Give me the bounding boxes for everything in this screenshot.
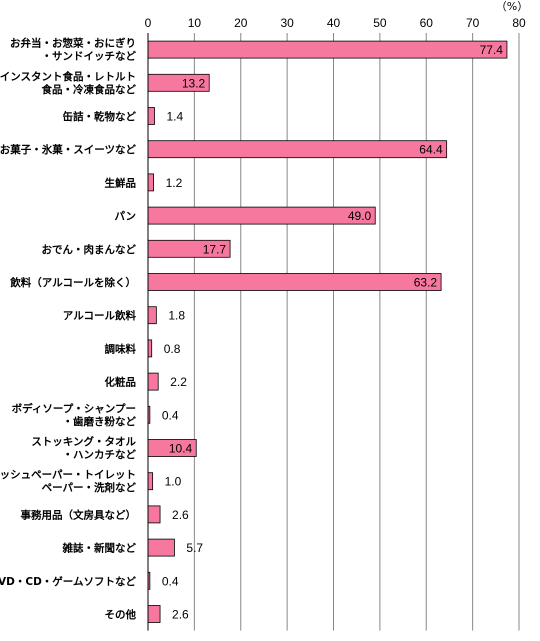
category-label: 事務用品（文房具など） — [21, 508, 137, 521]
category-label: 生鮮品 — [105, 176, 137, 189]
x-tick-label: 80 — [512, 16, 526, 30]
category-label: パン — [114, 211, 136, 223]
value-label: 10.4 — [169, 442, 193, 456]
category-label: ティッシュペーパー・トイレット — [0, 469, 136, 481]
value-label: 77.4 — [480, 43, 504, 57]
x-tick-label: 50 — [373, 16, 387, 30]
bar — [147, 538, 175, 557]
bar — [147, 339, 153, 358]
value-label: 63.2 — [414, 276, 438, 290]
bars — [147, 40, 508, 623]
category-label: お弁当・お惣菜・おにぎり — [10, 37, 136, 50]
value-label: 0.4 — [162, 408, 179, 422]
value-label: 1.4 — [166, 110, 183, 124]
value-label: 17.7 — [203, 242, 227, 256]
value-label: 1.2 — [166, 176, 183, 190]
bar — [147, 107, 155, 125]
unit-label: （%） — [496, 0, 528, 13]
value-label: 13.2 — [182, 76, 206, 90]
value-label: 64.4 — [419, 143, 443, 157]
bar — [147, 173, 154, 192]
category-label: 食品・冷凍食品など — [41, 83, 137, 96]
category-label: おでん・肉まんなど — [42, 243, 137, 256]
category-label: ・ハンカチなど — [63, 448, 137, 461]
bar — [147, 306, 157, 325]
category-label: 雑誌・新聞など — [62, 542, 137, 555]
category-label: ペーパー・洗剤など — [42, 481, 137, 494]
x-tick-label: 40 — [327, 16, 341, 30]
value-label: 1.8 — [168, 309, 185, 323]
value-label: 5.7 — [186, 541, 203, 555]
x-tick-label: 70 — [466, 16, 480, 30]
bar — [147, 140, 448, 159]
bar — [147, 372, 159, 391]
category-label: 飲料（アルコールを除く） — [9, 276, 136, 289]
category-label: お菓子・氷菓・スイーツなど — [0, 143, 136, 156]
category-label: 化粧品 — [105, 376, 137, 389]
bar — [147, 273, 442, 291]
value-labels: 77.4 13.2 1.4 64.4 1.2 49.0 17.7 63.2 1.8 0.8 2.2 0… — [162, 43, 503, 621]
category-label: アルコール飲料 — [63, 309, 137, 322]
value-label: 2.2 — [170, 375, 187, 389]
category-label: DVD・CD・ゲームソフトなど — [0, 575, 136, 588]
category-labels: お弁当・お惣菜・おにぎり・サンドイッチなどインスタント食品・レトルト食品・冷凍食… — [0, 37, 136, 621]
x-tick-labels: 0 10 20 30 40 50 60 70 80 — [145, 16, 526, 30]
category-label: インスタント食品・レトルト — [0, 70, 136, 83]
bar — [147, 472, 154, 491]
bar — [147, 206, 376, 225]
value-label: 2.6 — [172, 608, 189, 622]
category-label: ストッキング・タオル — [31, 435, 136, 448]
bar — [147, 605, 161, 623]
value-label: 0.4 — [162, 574, 179, 588]
x-tick-label: 60 — [420, 16, 434, 30]
value-label: 1.0 — [165, 475, 182, 489]
value-label: 49.0 — [348, 209, 372, 223]
x-tick-label: 30 — [280, 16, 294, 30]
grid-lines — [193, 33, 520, 631]
category-label: 缶詰・乾物など — [63, 110, 137, 123]
category-label: ・サンドイッチなど — [42, 50, 137, 63]
x-tick-label: 10 — [188, 16, 202, 30]
value-label: 2.6 — [172, 508, 189, 522]
category-label: ボディソープ・シャンプー — [12, 402, 136, 415]
bar — [147, 505, 161, 524]
bar — [147, 40, 508, 59]
category-label: 調味料 — [105, 342, 137, 355]
x-tick-label: 20 — [234, 16, 248, 30]
category-label: ・歯磨き粉など — [63, 415, 137, 428]
x-tick-label: 0 — [145, 16, 152, 30]
value-label: 0.8 — [164, 342, 181, 356]
category-label: その他 — [105, 608, 137, 621]
